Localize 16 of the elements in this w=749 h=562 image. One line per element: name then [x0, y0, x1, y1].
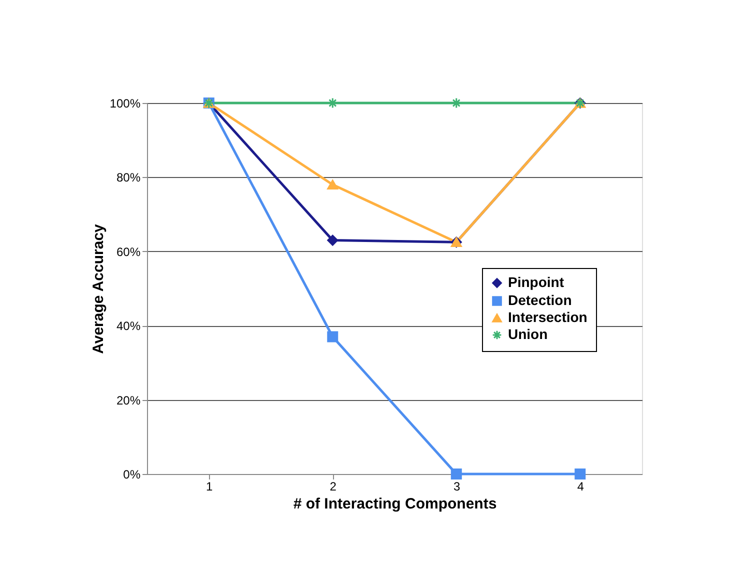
x-tick-label: 3 [454, 480, 461, 494]
y-tick-label: 60% [116, 244, 141, 259]
y-tick-label: 20% [116, 393, 141, 408]
x-tick-label: 4 [577, 480, 584, 494]
x-tick-label: 2 [330, 480, 337, 494]
legend-label: Detection [508, 292, 572, 308]
legend-label: Intersection [508, 309, 588, 325]
x-axis-title: # of Interacting Components [293, 496, 497, 512]
y-tick-label: 40% [116, 319, 141, 334]
y-tick-label: 0% [123, 468, 141, 482]
y-axis-title: Average Accuracy [90, 223, 107, 354]
legend-label: Pinpoint [508, 274, 564, 290]
y-tick-label: 80% [116, 170, 141, 185]
x-tick-label: 1 [206, 480, 214, 494]
y-tick-label: 100% [110, 96, 141, 110]
legend-label: Union [508, 326, 548, 342]
